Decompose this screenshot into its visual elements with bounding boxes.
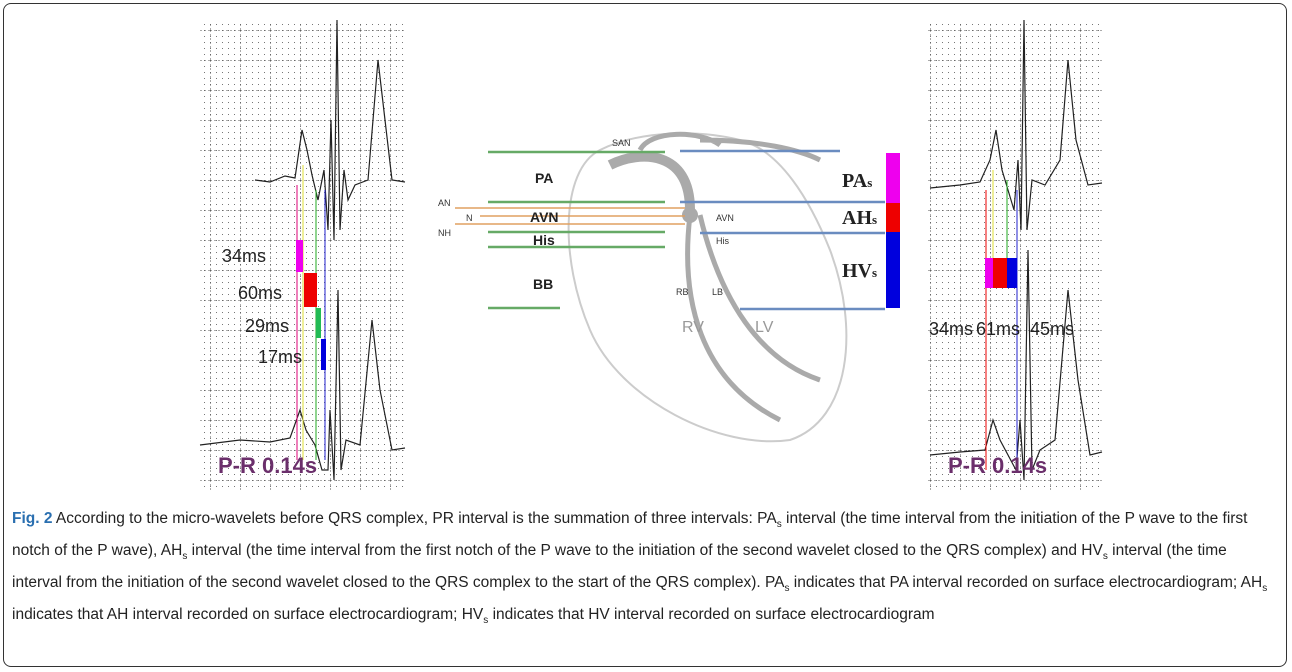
interval-label: 61ms	[976, 319, 1020, 339]
caption-text: indicates that AH interval recorded on s…	[12, 606, 483, 623]
heart-diagram: SAN PA AN N NH AVN His BB AVN His RB LB …	[438, 133, 900, 441]
label: NH	[438, 228, 451, 238]
interval-label: 29ms	[245, 316, 289, 336]
caption-text: indicates that HV interval recorded on s…	[488, 606, 934, 623]
label-sub: s	[867, 175, 872, 190]
label: LV	[755, 319, 774, 336]
caption-text: According to the micro-wavelets before Q…	[52, 510, 776, 527]
pr-label: P-R 0.14s	[948, 453, 1047, 478]
label-main: AH	[842, 207, 872, 229]
label: AVN	[530, 209, 559, 225]
label-sub: s	[872, 212, 877, 227]
label: BB	[533, 276, 553, 292]
label: PAs	[842, 170, 872, 192]
interval-label: 60ms	[238, 283, 282, 303]
label: RV	[682, 319, 704, 336]
pr-label: P-R 0.14s	[218, 453, 317, 478]
label: PA	[535, 170, 553, 186]
label: His	[533, 232, 555, 248]
label: AN	[438, 198, 451, 208]
label: LB	[712, 287, 723, 297]
caption-text: interval (the time interval from the fir…	[187, 542, 1103, 559]
label: HVs	[842, 260, 877, 282]
label-main: HV	[842, 260, 873, 282]
label: N	[466, 213, 473, 223]
caption-subscript: s	[1262, 583, 1267, 594]
label: RB	[676, 287, 689, 297]
left-ecg: 34ms 60ms 29ms 17ms P-R 0.14s	[200, 20, 405, 492]
interval-label: 45ms	[1030, 319, 1074, 339]
label: AVN	[716, 213, 734, 223]
interval-label: 34ms	[929, 319, 973, 339]
figure: 34ms 60ms 29ms 17ms P-R 0.14s SAN PA AN …	[0, 0, 1292, 500]
caption-label: Fig. 2	[12, 510, 52, 527]
interval-label: 17ms	[258, 347, 302, 367]
label-main: PA	[842, 170, 868, 192]
label: AHs	[842, 207, 877, 229]
caption-text: indicates that PA interval recorded on s…	[790, 574, 1263, 591]
label: His	[716, 236, 729, 246]
interval-label: 34ms	[222, 246, 266, 266]
label: SAN	[612, 138, 631, 148]
caption: Fig. 2 According to the micro-wavelets b…	[12, 506, 1280, 634]
label-sub: s	[872, 265, 877, 280]
page: 34ms 60ms 29ms 17ms P-R 0.14s SAN PA AN …	[0, 0, 1292, 672]
right-ecg: 34ms 61ms 45ms P-R 0.14s	[928, 20, 1102, 492]
